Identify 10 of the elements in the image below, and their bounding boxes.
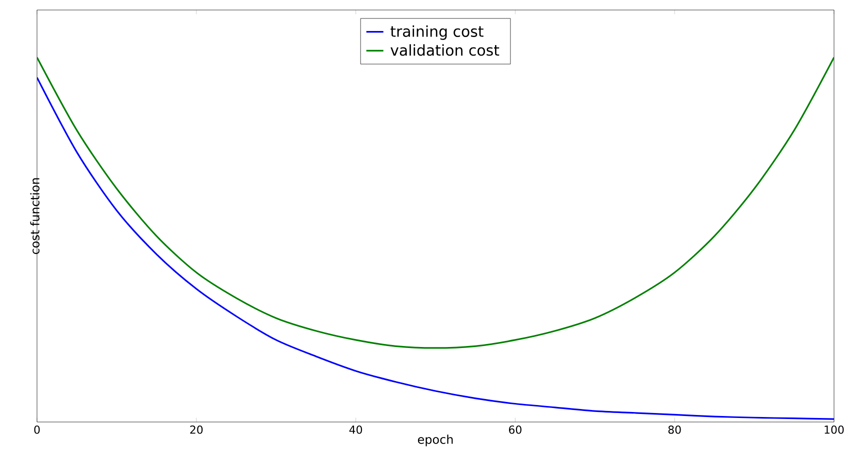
legend-label: validation cost xyxy=(390,44,500,56)
x-axis-title: epoch xyxy=(418,434,453,446)
x-tick-label: 20 xyxy=(190,426,203,434)
legend-label: training cost xyxy=(390,25,484,40)
x-tick-label: 80 xyxy=(668,426,681,434)
x-tick-label: 0 xyxy=(34,426,40,434)
y-axis-title: cost function xyxy=(30,178,40,254)
x-tick-label: 100 xyxy=(824,426,844,434)
x-tick-label: 60 xyxy=(509,426,522,434)
x-tick-label: 40 xyxy=(349,426,362,434)
